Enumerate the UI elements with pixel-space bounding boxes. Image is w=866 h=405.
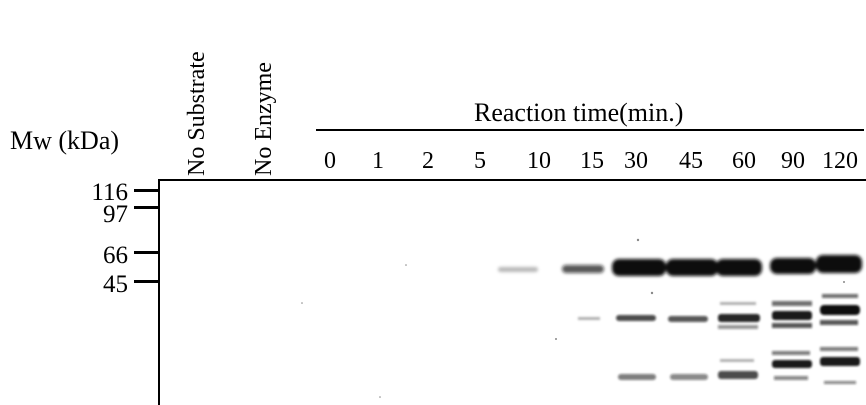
marker-label-66: 66 (103, 242, 128, 269)
band-120min-bottom-3 (824, 381, 856, 384)
band-30min-main (612, 259, 666, 276)
band-120min-bottom-1 (820, 347, 858, 351)
lane-label-1: 1 (372, 148, 384, 174)
band-15min-main (562, 265, 604, 273)
marker-label-45: 45 (103, 271, 128, 298)
gel-top-border (158, 179, 866, 181)
gel-image (301, 238, 862, 398)
band-60min-lower-3 (720, 302, 756, 305)
speck-6 (379, 396, 381, 398)
speck-4 (301, 302, 303, 304)
band-120min-lower-3 (820, 320, 858, 325)
band-90min-main (770, 258, 816, 274)
band-90min-bottom-1 (772, 351, 810, 355)
speck-1 (636, 238, 640, 242)
band-60min-bottom-2 (720, 359, 754, 362)
marker-tick-66 (134, 251, 160, 254)
lane-label-120: 120 (822, 148, 858, 174)
lane-label-90: 90 (781, 148, 805, 174)
lane-label-no-substrate: No Substrate (184, 51, 210, 176)
lane-label-10: 10 (527, 148, 551, 174)
reaction-time-bracket-line (316, 129, 864, 131)
band-60min-main (716, 259, 762, 276)
band-30min-bottom (618, 374, 656, 380)
band-120min-bottom-2 (820, 357, 860, 366)
lane-label-5: 5 (474, 148, 486, 174)
band-90min-bottom-2 (772, 360, 812, 368)
lane-label-30: 30 (624, 148, 648, 174)
band-60min-lower-2 (718, 325, 758, 329)
marker-tick-116 (134, 189, 160, 192)
mw-axis-title: Mw (kDa) (10, 126, 120, 155)
lane-label-45: 45 (679, 148, 703, 174)
band-10min-main (498, 267, 538, 272)
speck-3 (555, 338, 557, 340)
band-120min-main (816, 255, 862, 273)
band-60min-lower-1 (718, 314, 760, 322)
gel-left-border (158, 179, 160, 405)
speck-5 (405, 264, 407, 266)
band-120min-lower-2 (820, 305, 860, 315)
marker-tick-97 (134, 206, 160, 209)
band-90min-lower-3 (772, 323, 812, 328)
lane-label-no-enzyme: No Enzyme (251, 62, 277, 176)
marker-label-97: 97 (103, 201, 128, 228)
lane-label-2: 2 (422, 148, 434, 174)
band-60min-bottom (718, 371, 758, 379)
speck-7 (843, 281, 845, 283)
speck-2 (650, 291, 654, 295)
band-45min-main (666, 259, 718, 276)
lane-label-15: 15 (580, 148, 604, 174)
band-90min-lower-2 (772, 311, 812, 320)
band-30min-lower-1 (616, 315, 656, 321)
lane-label-0: 0 (324, 148, 336, 174)
band-120min-lower-1 (822, 294, 858, 298)
reaction-time-title: Reaction time(min.) (474, 98, 684, 127)
lane-label-60: 60 (732, 148, 756, 174)
band-15min-lower (578, 317, 600, 320)
band-90min-bottom-3 (774, 376, 808, 380)
marker-tick-45 (134, 280, 160, 283)
band-45min-bottom (670, 374, 708, 380)
marker-label-116: 116 (91, 179, 128, 206)
band-90min-lower-1 (772, 301, 812, 306)
band-45min-lower-1 (668, 316, 708, 322)
